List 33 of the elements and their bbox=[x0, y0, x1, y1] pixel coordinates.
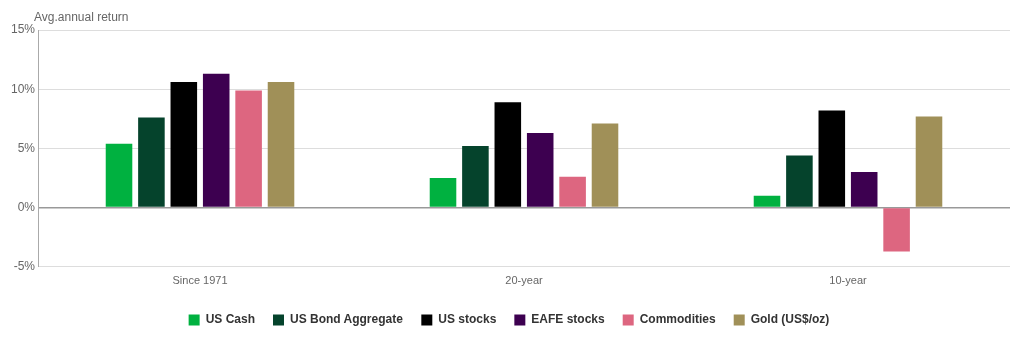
bar bbox=[202, 73, 230, 207]
legend-label: US Cash bbox=[205, 312, 255, 327]
bar bbox=[883, 208, 910, 252]
legend-label: US Bond Aggregate bbox=[289, 312, 404, 327]
bar bbox=[915, 116, 943, 207]
y-tick-label: 15% bbox=[10, 22, 36, 37]
bar bbox=[786, 155, 813, 207]
x-tick-label: 20-year bbox=[505, 274, 543, 287]
bar bbox=[105, 143, 133, 207]
bar bbox=[429, 178, 457, 207]
legend-label: US stocks bbox=[438, 312, 497, 327]
legend-label: EAFE stocks bbox=[531, 312, 606, 327]
bar bbox=[267, 82, 295, 207]
bar bbox=[850, 172, 878, 207]
bar bbox=[494, 102, 522, 207]
bar bbox=[818, 110, 846, 207]
y-axis-title: Avg.annual return bbox=[34, 10, 129, 25]
legend-label: Gold (US$/oz) bbox=[750, 312, 830, 327]
bar bbox=[170, 82, 198, 207]
bar bbox=[138, 117, 165, 207]
y-tick-label: 10% bbox=[10, 81, 36, 96]
bar bbox=[559, 176, 586, 207]
y-tick-label: 5% bbox=[17, 140, 36, 155]
y-tick-label: -5% bbox=[13, 259, 36, 274]
bar bbox=[235, 90, 262, 207]
bar bbox=[591, 123, 619, 207]
y-tick-label: 0% bbox=[17, 199, 36, 214]
bar bbox=[462, 146, 489, 207]
legend-label: Commodities bbox=[639, 312, 717, 327]
bar bbox=[753, 195, 781, 207]
x-tick-label: Since 1971 bbox=[172, 274, 228, 287]
bar bbox=[526, 133, 554, 207]
x-tick-label: 10-year bbox=[829, 274, 867, 287]
